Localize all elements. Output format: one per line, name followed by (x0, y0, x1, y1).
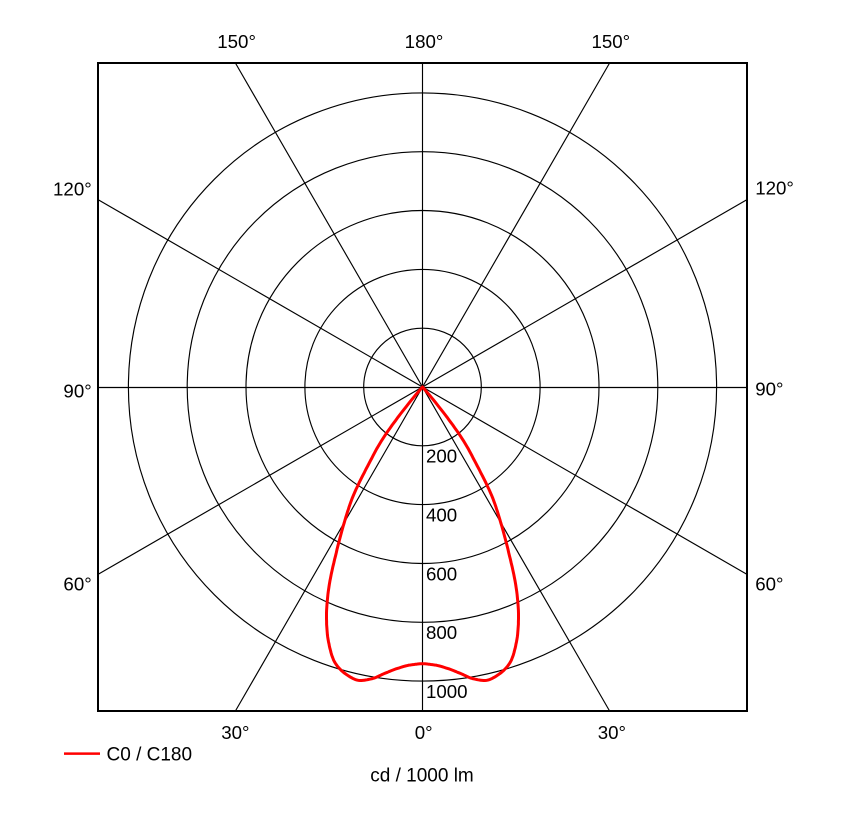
svg-text:cd / 1000 lm: cd / 1000 lm (370, 766, 474, 787)
svg-text:30°: 30° (221, 722, 249, 743)
svg-text:90°: 90° (755, 379, 783, 400)
svg-text:180°: 180° (405, 31, 444, 52)
svg-text:200: 200 (426, 446, 457, 467)
svg-text:90°: 90° (63, 381, 91, 402)
svg-text:0°: 0° (415, 722, 433, 743)
svg-text:60°: 60° (63, 574, 91, 595)
svg-text:400: 400 (426, 504, 457, 525)
svg-text:60°: 60° (755, 574, 783, 595)
svg-text:600: 600 (426, 563, 457, 584)
svg-text:C0 / C180: C0 / C180 (107, 744, 193, 765)
svg-text:150°: 150° (591, 31, 630, 52)
svg-text:120°: 120° (53, 179, 92, 200)
svg-text:30°: 30° (598, 722, 626, 743)
svg-text:1000: 1000 (426, 681, 468, 702)
svg-text:150°: 150° (217, 31, 256, 52)
svg-text:800: 800 (426, 622, 457, 643)
svg-text:120°: 120° (755, 177, 794, 198)
